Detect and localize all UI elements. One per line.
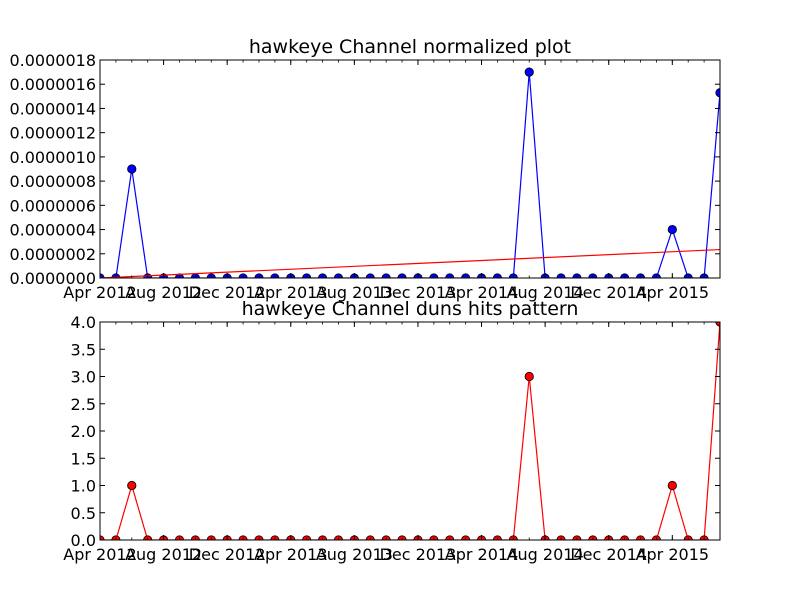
chart-duns-hits-pattern: hawkeye Channel duns hits pattern 0.0 0.5…	[63, 298, 721, 564]
data-point	[667, 224, 677, 235]
y-tick-label: 2.0	[71, 422, 96, 441]
y-tick-label: 1.0	[71, 477, 96, 496]
y-tick-label: 0.0000012	[9, 124, 96, 143]
y-tick-label: 3.5	[71, 340, 96, 359]
x-tick-label: Apr 2012	[63, 283, 136, 302]
y-tick-label: 0.0000000	[9, 269, 96, 288]
y-tick-label: 0.0	[71, 531, 96, 550]
x-tick-label: Dec 2013	[380, 545, 457, 564]
y-tick-label: 0.0000002	[9, 245, 96, 264]
x-tick-label: Apr 2014	[445, 283, 518, 302]
trend-line	[100, 248, 720, 278]
data-point	[127, 164, 137, 174]
y-tick-label: 0.0000016	[9, 75, 96, 94]
x-tick-label: Aug 2014	[507, 283, 584, 302]
axes-frame	[99, 59, 721, 279]
data-point	[127, 480, 137, 491]
x-tick-label: Apr 2015	[636, 283, 709, 302]
x-tick-label: Dec 2014	[570, 283, 647, 302]
x-tick-label: Dec 2014	[570, 545, 647, 564]
y-tick-label: 0.0000018	[9, 51, 96, 70]
y-tick-label: 0.0000006	[9, 196, 96, 215]
x-tick-label: Aug 2014	[507, 545, 584, 564]
plot-area	[100, 60, 720, 278]
x-tick-label: Aug 2012	[125, 283, 202, 302]
x-tick-label: Apr 2013	[254, 283, 327, 302]
x-tick-label: Aug 2013	[316, 545, 393, 564]
chart-normalized-plot: hawkeye Channel normalized plot 0.000000…	[9, 36, 721, 302]
y-tick-label: 2.5	[71, 395, 96, 414]
y-tick-label: 0.5	[71, 504, 96, 523]
x-tick-label: Apr 2013	[254, 545, 327, 564]
y-tick-label: 0.0000008	[9, 172, 96, 191]
y-tick-label: 4.0	[71, 313, 96, 332]
y-tick-label: 0.0000014	[9, 99, 96, 118]
chart-title: hawkeye Channel normalized plot	[249, 36, 571, 58]
chart-title: hawkeye Channel duns hits pattern	[242, 298, 579, 320]
x-tick-label: Dec 2012	[189, 545, 266, 564]
y-tick-label: 1.5	[71, 449, 96, 468]
y-tick-label: 0.0000004	[9, 221, 96, 240]
x-tick-label: Apr 2015	[636, 545, 709, 564]
data-point	[667, 480, 677, 491]
x-tick-label: Aug 2013	[316, 283, 393, 302]
x-tick-label: Apr 2012	[63, 545, 136, 564]
x-tick-label: Apr 2014	[445, 545, 518, 564]
y-tick-label: 3.0	[71, 368, 96, 387]
x-tick-label: Aug 2012	[125, 545, 202, 564]
y-tick-label: 0.0000010	[9, 148, 96, 167]
x-tick-label: Dec 2013	[380, 283, 457, 302]
data-point	[524, 371, 534, 382]
x-tick-label: Dec 2012	[189, 283, 266, 302]
plot-area	[100, 322, 720, 540]
data-point	[524, 67, 534, 77]
